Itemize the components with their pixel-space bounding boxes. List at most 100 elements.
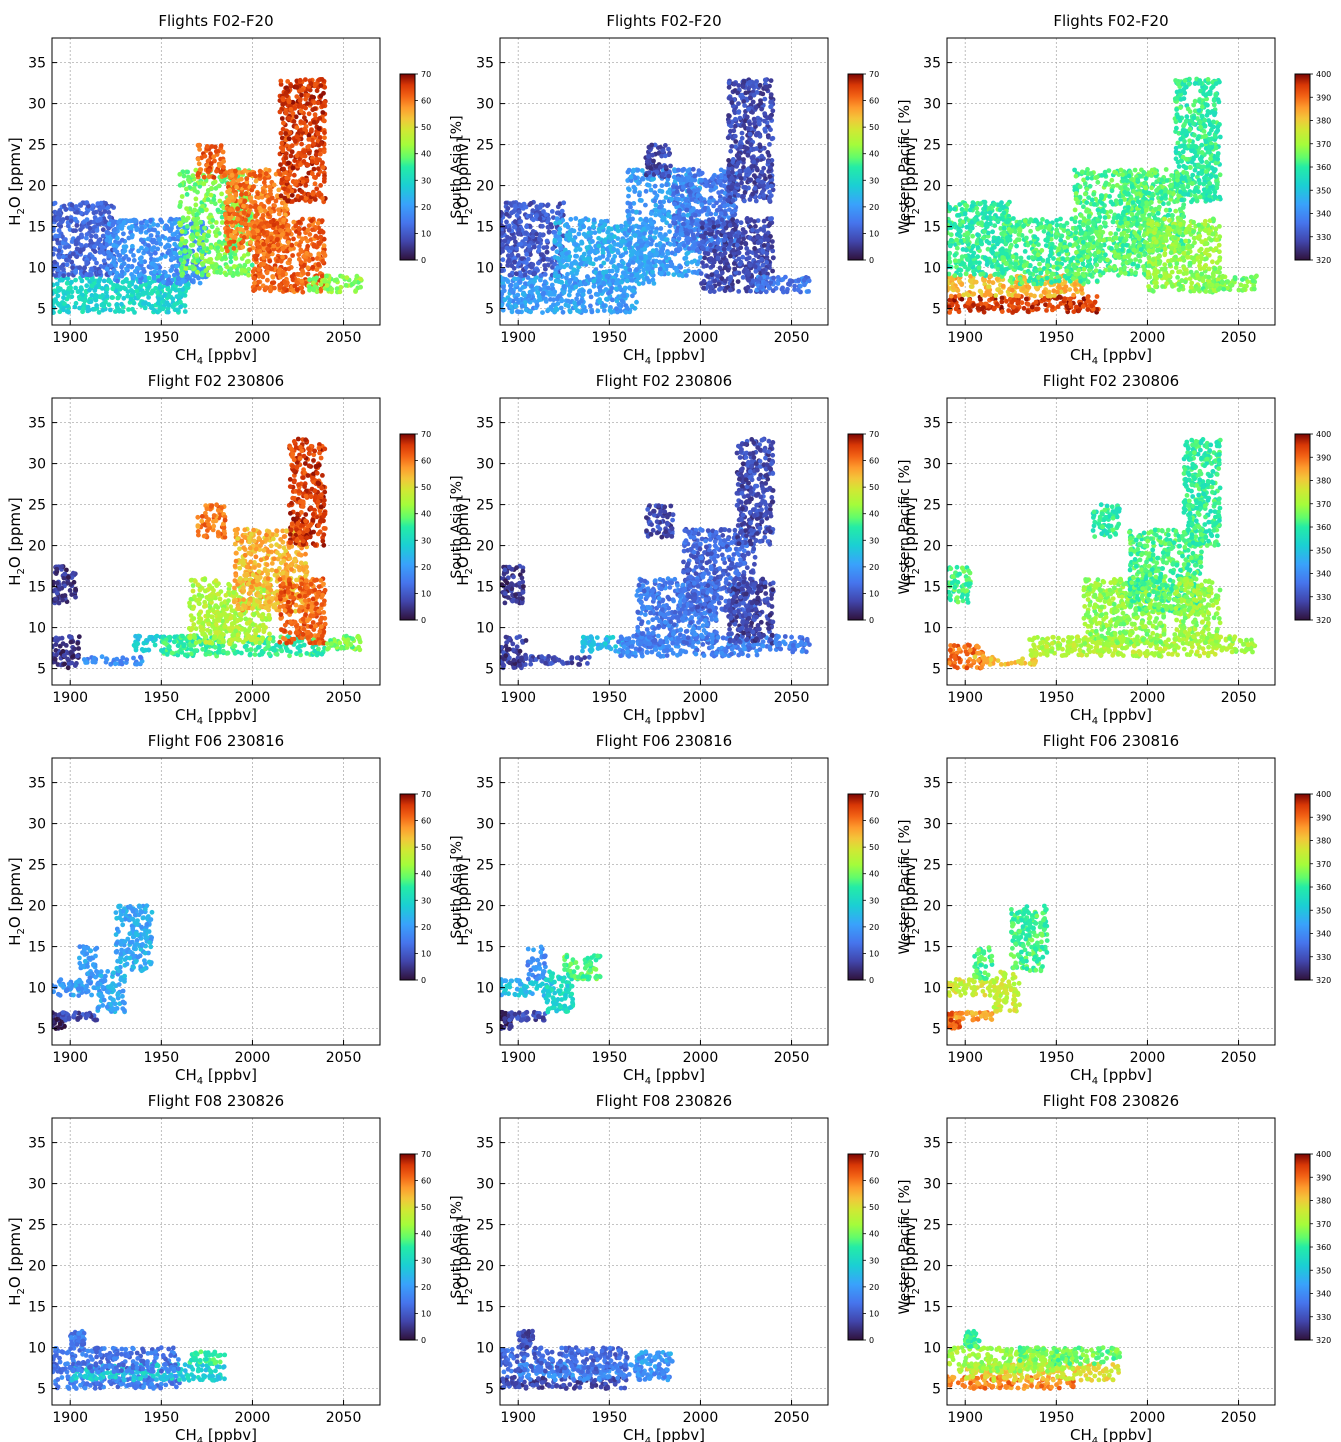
data-point <box>166 248 172 254</box>
data-point <box>288 246 294 252</box>
data-point <box>324 283 330 288</box>
data-point <box>320 110 326 115</box>
data-point <box>310 227 315 233</box>
data-point <box>52 309 55 315</box>
data-point <box>251 234 257 240</box>
data-point <box>115 235 120 241</box>
data-point <box>208 192 214 198</box>
data-point <box>316 126 322 131</box>
data-point <box>528 201 534 206</box>
data-point <box>320 160 325 166</box>
data-point <box>58 223 64 229</box>
data-point <box>89 293 95 298</box>
data-point <box>195 189 200 195</box>
data-point <box>271 243 277 249</box>
data-point <box>241 235 247 240</box>
data-point <box>224 264 230 270</box>
data-point <box>683 255 689 261</box>
data-point <box>320 196 325 201</box>
data-point <box>152 227 158 233</box>
data-point <box>542 272 548 277</box>
data-point <box>657 241 663 246</box>
data-point <box>96 282 101 288</box>
data-point <box>143 282 148 287</box>
data-point <box>306 111 312 117</box>
data-point <box>718 173 724 178</box>
data-point <box>106 210 112 215</box>
data-point <box>637 197 643 203</box>
data-point <box>626 167 632 173</box>
data-point <box>280 246 286 252</box>
data-point <box>318 141 324 146</box>
data-point <box>206 168 212 174</box>
data-point <box>630 260 636 265</box>
data-point <box>121 220 127 225</box>
data-point <box>248 239 253 245</box>
colorbar-tick-label: 20 <box>421 203 431 212</box>
data-point <box>80 297 85 302</box>
data-point <box>142 259 148 265</box>
data-point <box>57 309 63 315</box>
data-point <box>87 225 93 231</box>
data-point <box>180 279 186 284</box>
data-point <box>578 261 584 267</box>
data-point <box>677 246 683 252</box>
data-point <box>319 273 325 279</box>
data-point <box>541 209 546 214</box>
data-point <box>583 281 588 287</box>
data-point <box>299 278 305 284</box>
data-point <box>62 301 67 307</box>
data-point <box>283 151 289 157</box>
data-point <box>549 282 555 288</box>
data-point <box>658 226 664 231</box>
data-point <box>587 226 592 232</box>
data-point <box>300 289 306 295</box>
data-point <box>201 181 207 187</box>
data-point <box>194 252 199 258</box>
data-point <box>504 219 509 225</box>
data-point <box>282 279 287 285</box>
data-point <box>530 234 536 240</box>
data-point <box>168 228 174 234</box>
data-point <box>177 290 183 296</box>
data-point <box>564 251 569 256</box>
data-point <box>107 214 112 220</box>
data-point <box>699 178 704 183</box>
data-point <box>621 293 627 299</box>
data-point <box>312 100 317 105</box>
data-point <box>192 207 198 213</box>
data-point <box>322 84 328 90</box>
data-point <box>63 206 69 212</box>
data-point <box>290 99 296 105</box>
data-point <box>579 240 585 246</box>
data-point <box>512 259 518 265</box>
data-point <box>669 250 675 256</box>
data-point <box>213 149 219 154</box>
data-point <box>190 234 196 240</box>
data-point <box>103 299 108 305</box>
data-point <box>652 198 657 204</box>
data-point <box>93 297 99 303</box>
data-point <box>610 297 615 303</box>
data-point <box>84 210 89 216</box>
data-point <box>551 297 556 303</box>
data-point <box>601 280 606 286</box>
data-point <box>301 270 306 276</box>
data-point <box>79 243 84 248</box>
data-point <box>278 145 284 151</box>
data-point <box>278 228 283 233</box>
data-point <box>322 99 328 105</box>
data-point <box>308 81 314 86</box>
data-point <box>228 254 234 260</box>
data-point <box>600 247 606 253</box>
data-point <box>639 243 644 248</box>
data-point <box>80 246 86 252</box>
data-point <box>329 286 335 292</box>
data-point <box>233 168 238 174</box>
data-point <box>172 250 178 256</box>
data-point <box>553 306 559 311</box>
data-point <box>56 288 62 293</box>
data-point <box>520 291 526 297</box>
data-point <box>53 273 59 278</box>
data-point <box>155 222 161 228</box>
